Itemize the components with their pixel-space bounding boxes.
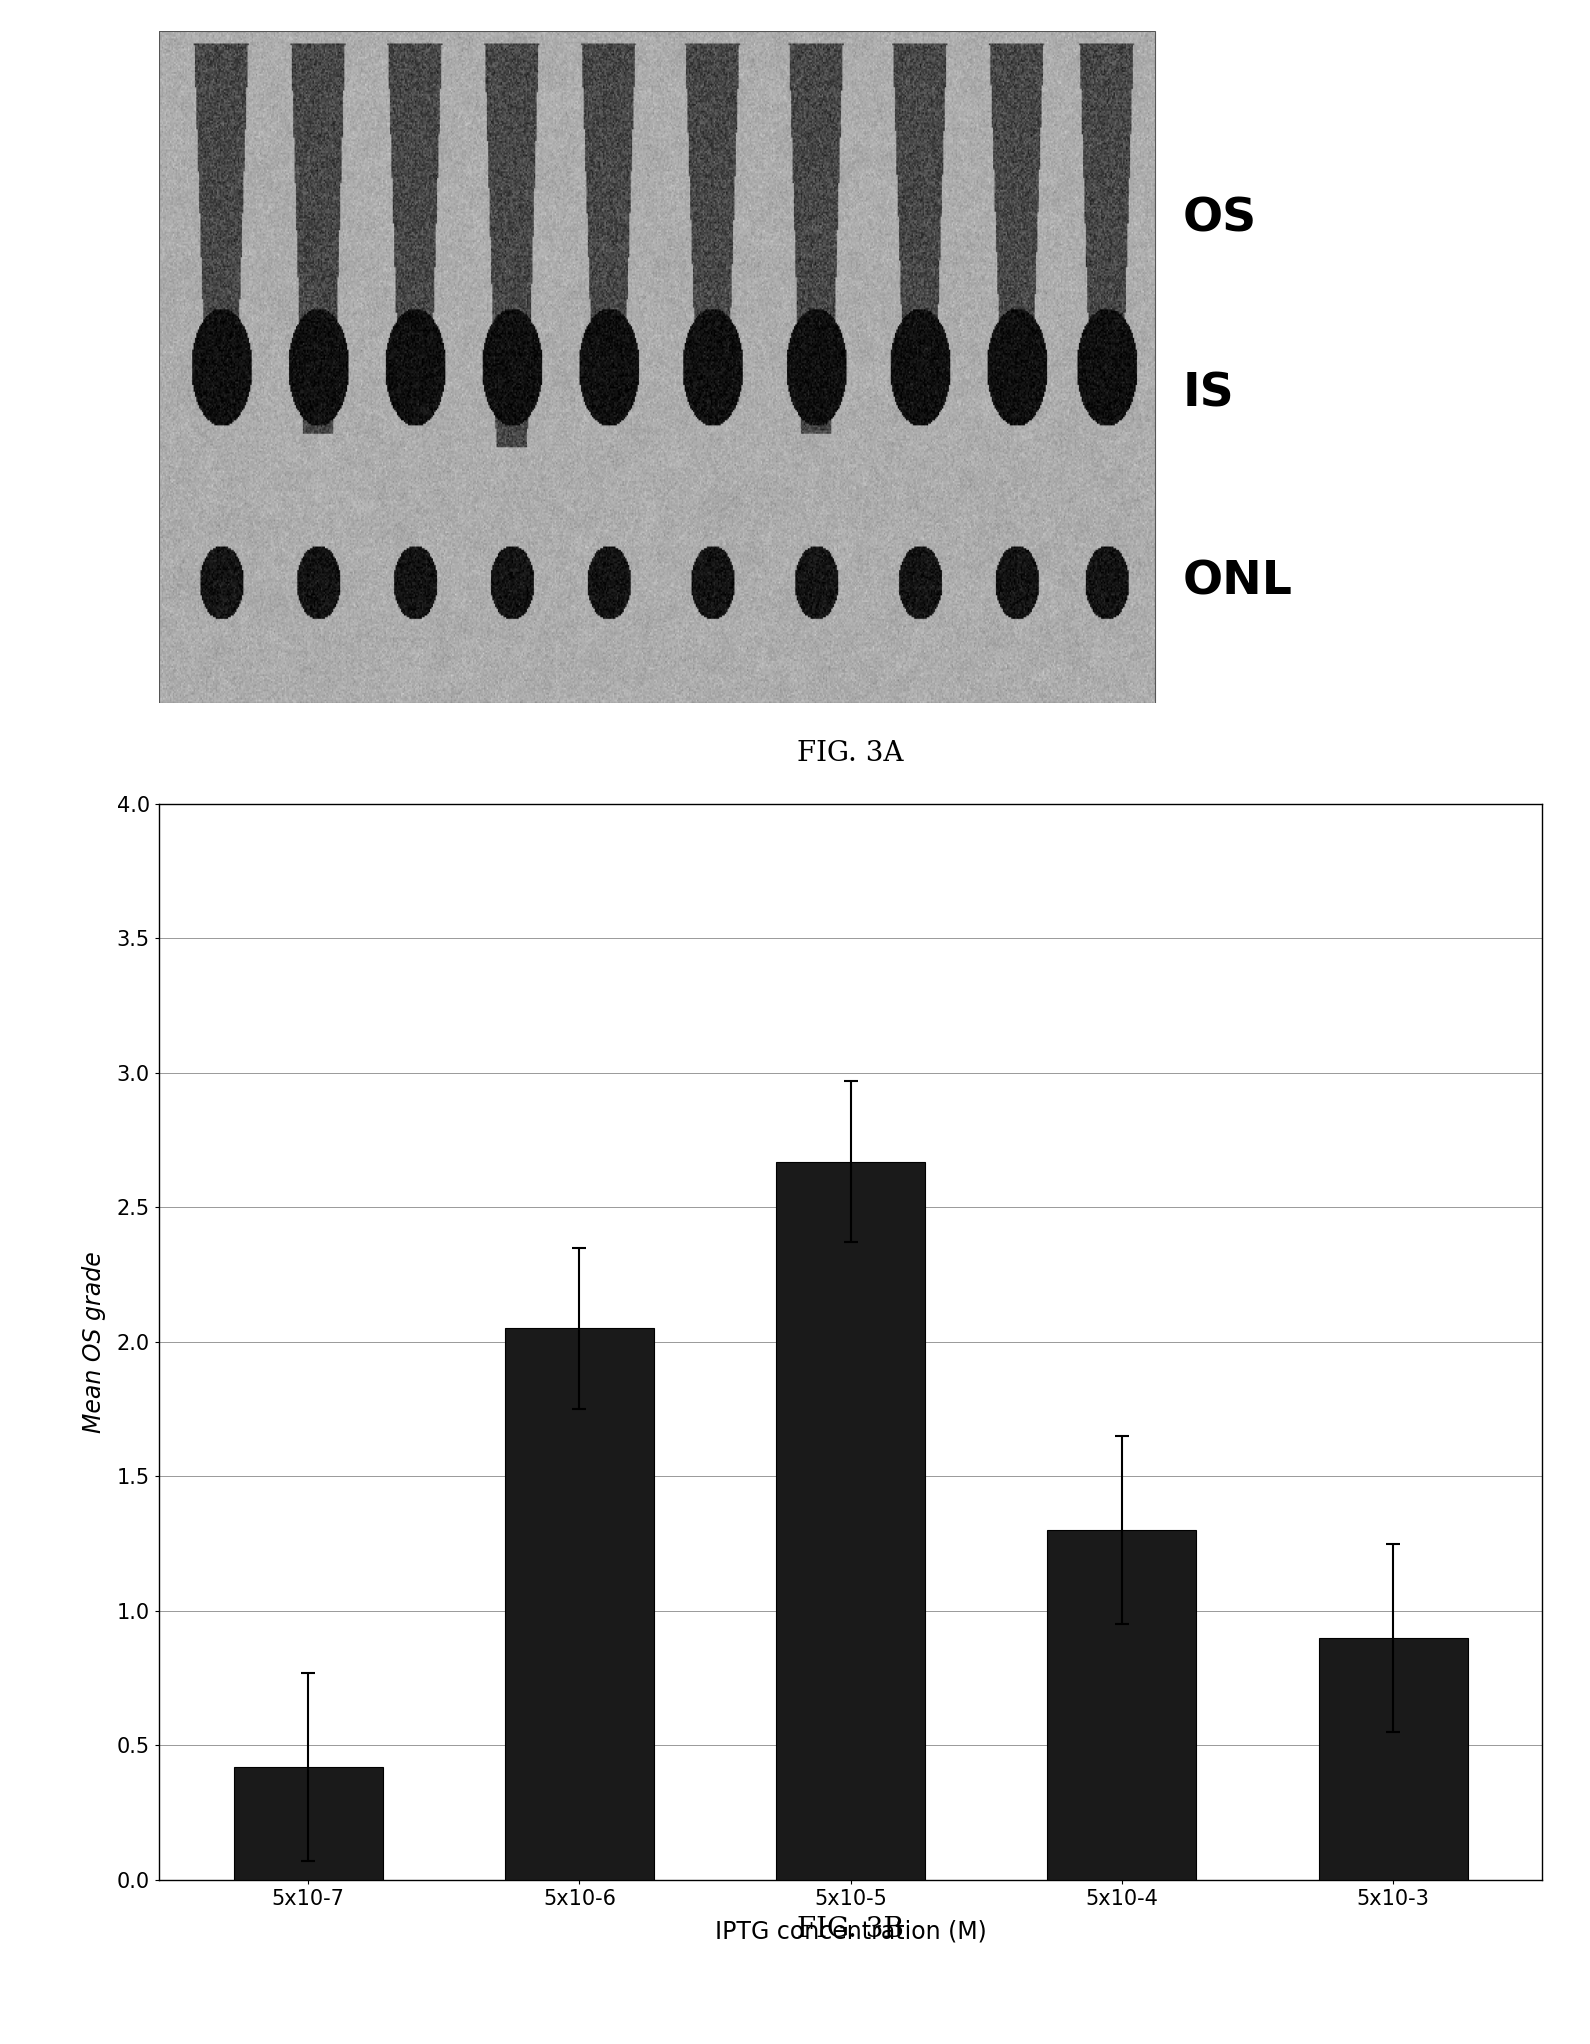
- X-axis label: IPTG concentration (M): IPTG concentration (M): [716, 1919, 986, 1944]
- Bar: [776, 1161, 925, 1880]
- Text: FIG. 3B: FIG. 3B: [797, 1915, 905, 1942]
- Y-axis label: Mean OS grade: Mean OS grade: [81, 1251, 107, 1433]
- Text: OS: OS: [1183, 196, 1256, 241]
- Text: IS: IS: [1183, 372, 1234, 417]
- Bar: [1318, 1637, 1468, 1880]
- Bar: [1048, 1531, 1197, 1880]
- Text: FIG. 3A: FIG. 3A: [798, 740, 903, 766]
- Bar: [506, 1329, 653, 1880]
- Text: ONL: ONL: [1183, 560, 1293, 605]
- Bar: [159, 31, 1154, 703]
- Bar: [234, 1766, 383, 1880]
